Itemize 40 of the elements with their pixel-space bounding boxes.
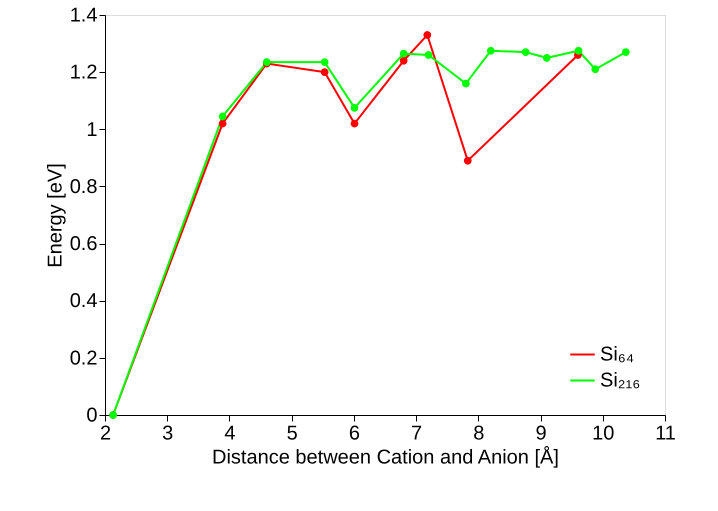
y-tick-label: 1.4 — [70, 4, 98, 26]
y-tick-label: 1 — [86, 118, 98, 141]
x-tick-label: 11 — [655, 422, 676, 444]
x-tick-label: 8 — [473, 422, 484, 444]
point — [462, 80, 470, 88]
x-tick-label: 5 — [286, 422, 298, 444]
point — [424, 51, 432, 59]
y-tick-label: 0.4 — [70, 290, 98, 312]
x-tick-label: 6 — [348, 422, 360, 444]
legend-label: Si₆₄ — [600, 344, 634, 366]
x-tick-label: 7 — [411, 422, 422, 444]
point — [218, 112, 226, 120]
x-tick-label: 2 — [100, 422, 112, 444]
x-axis-title: Distance between Cation and Anion [Å] — [212, 446, 559, 468]
point — [350, 120, 358, 128]
y-tick-label: 0.6 — [70, 233, 98, 256]
y-tick-label: 1.2 — [70, 62, 98, 84]
point — [400, 56, 408, 65]
point — [350, 104, 358, 112]
x-tick-label: 3 — [162, 422, 174, 444]
point — [218, 120, 226, 128]
x-tick-label: 9 — [535, 422, 547, 444]
y-tick-label: 0.8 — [70, 176, 98, 198]
y-axis-title: Energy [eV] — [44, 163, 67, 268]
point — [400, 50, 408, 58]
point — [423, 31, 432, 39]
point — [522, 48, 530, 56]
y-tick-label: 0 — [86, 404, 98, 426]
point — [574, 46, 582, 55]
point — [622, 48, 630, 56]
legend-label: Si₂₁₆ — [600, 370, 640, 392]
x-tick-label: 10 — [592, 422, 614, 444]
point — [591, 65, 600, 74]
point — [320, 58, 329, 66]
y-tick-label: 0.2 — [70, 347, 98, 370]
x-tick-label: 4 — [224, 422, 236, 444]
point — [320, 68, 329, 76]
point — [486, 46, 495, 55]
point — [542, 54, 551, 62]
point — [464, 156, 472, 165]
